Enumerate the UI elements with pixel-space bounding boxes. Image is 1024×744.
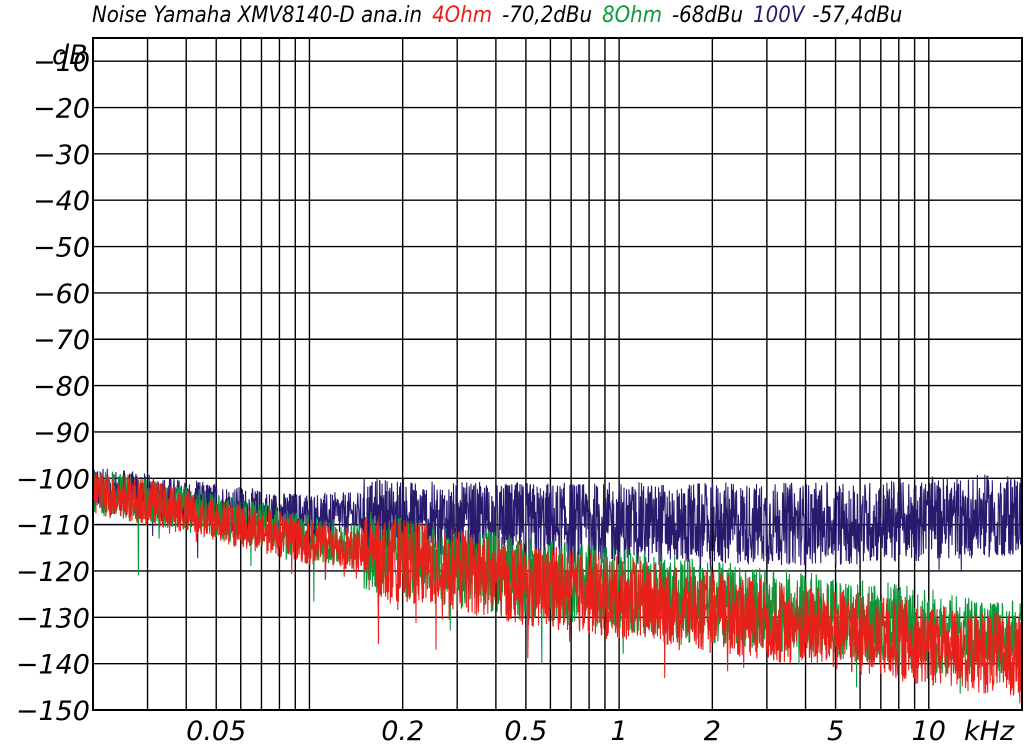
y-tick-label: −120 bbox=[16, 557, 90, 588]
x-tick-label: 0.2 bbox=[381, 716, 424, 744]
x-tick-labels: 0.05 0.2 0.5 1 2 5 10 bbox=[186, 716, 946, 744]
chart-title: Noise Yamaha XMV8140-D ana.in 4Ohm -70,2dB… bbox=[92, 3, 902, 28]
y-tick-label: −140 bbox=[16, 650, 90, 681]
x-tick-label: 10 bbox=[912, 716, 946, 744]
x-tick-label: 5 bbox=[827, 716, 844, 744]
y-tick-label: −20 bbox=[33, 94, 90, 125]
title-part: 4Ohm bbox=[432, 3, 492, 28]
y-axis-label: dB bbox=[52, 40, 88, 71]
x-tick-label: 0.5 bbox=[504, 716, 547, 744]
y-tick-label: −110 bbox=[16, 511, 90, 542]
y-tick-label: −90 bbox=[33, 418, 90, 449]
title-part: 100V bbox=[753, 3, 806, 28]
x-axis-label: kHz bbox=[964, 716, 1015, 744]
title-part: -68dBu bbox=[672, 3, 743, 28]
y-tick-label: −30 bbox=[33, 140, 90, 171]
y-tick-labels: −10 −20 −30 −40 −50 −60 −70 −80 −90 −100 −110 −120 −… bbox=[16, 47, 90, 727]
y-tick-label: −130 bbox=[16, 603, 90, 634]
y-tick-label: −80 bbox=[33, 372, 90, 403]
plot-frame bbox=[92, 37, 1023, 711]
title-part: -57,4dBu bbox=[812, 3, 902, 28]
x-tick-label: 2 bbox=[704, 716, 721, 744]
x-tick-label: 0.05 bbox=[186, 716, 246, 744]
y-tick-label: −50 bbox=[33, 233, 90, 264]
y-tick-label: −150 bbox=[16, 696, 90, 727]
title-part: -70,2dBu bbox=[502, 3, 592, 28]
title-part: 8Ohm bbox=[602, 3, 662, 28]
y-tick-label: −70 bbox=[33, 325, 90, 356]
title-part: Noise Yamaha XMV8140-D ana.in bbox=[92, 3, 422, 28]
series-trace-4ohm bbox=[92, 472, 1023, 704]
y-tick-label: −100 bbox=[16, 464, 90, 495]
x-tick-label: 1 bbox=[611, 716, 628, 744]
y-tick-label: −60 bbox=[33, 279, 90, 310]
y-tick-label: −40 bbox=[33, 186, 90, 217]
series-traces bbox=[92, 468, 1023, 704]
y-tick-label: −10 bbox=[33, 47, 90, 78]
